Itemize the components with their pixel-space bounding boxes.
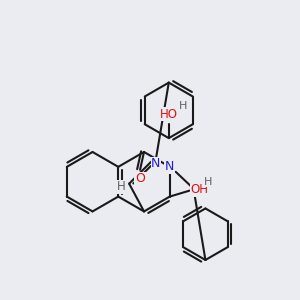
Text: H: H — [117, 180, 126, 193]
Text: H: H — [178, 101, 187, 111]
Text: H: H — [204, 177, 213, 187]
Text: HO: HO — [160, 108, 178, 121]
Text: N: N — [165, 160, 174, 173]
Text: O: O — [135, 172, 145, 185]
Text: OH: OH — [190, 183, 208, 196]
Text: N: N — [151, 158, 160, 170]
